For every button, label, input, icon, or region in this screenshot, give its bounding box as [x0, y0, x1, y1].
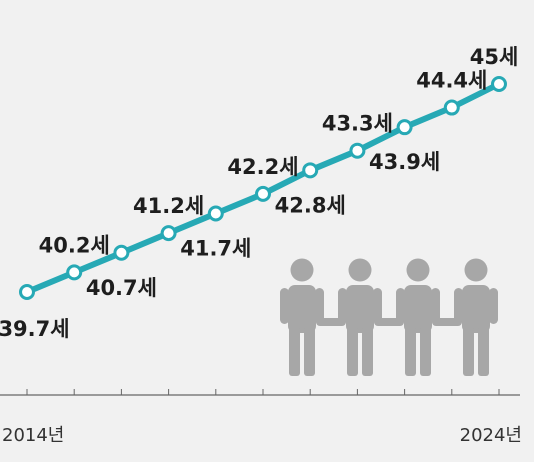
- data-point: [396, 119, 413, 136]
- people-silhouettes-icon: [280, 258, 498, 376]
- data-point: [255, 185, 271, 202]
- data-label: 40.2세: [39, 233, 110, 257]
- hands-joined: [316, 318, 346, 326]
- data-labels: 39.7세 40.2세 40.7세 41.2세 41.7세 42.2세 42.8세 43.3세…: [0, 45, 518, 341]
- data-point: [19, 284, 35, 300]
- data-point: [491, 76, 507, 92]
- person-icon: [396, 258, 440, 376]
- data-label: 42.8세: [275, 193, 346, 217]
- data-point: [66, 264, 83, 281]
- data-label: 43.3세: [322, 112, 393, 136]
- data-label: 41.2세: [133, 194, 204, 218]
- person-icon: [280, 258, 324, 376]
- data-point: [443, 99, 460, 116]
- person-icon: [338, 258, 382, 376]
- data-points: [19, 76, 507, 300]
- data-label: 39.7세: [0, 317, 70, 341]
- data-point: [113, 244, 130, 261]
- x-axis-ticks: [26, 389, 500, 395]
- data-label: 45세: [470, 45, 519, 69]
- data-point: [160, 225, 177, 242]
- data-point: [302, 162, 319, 179]
- data-label: 40.7세: [86, 276, 157, 300]
- x-tick-label-first: 2014년: [2, 425, 64, 446]
- hands-joined: [432, 318, 462, 326]
- person-icon: [454, 258, 498, 376]
- data-label: 41.7세: [180, 237, 251, 261]
- x-tick-label-last: 2024년: [460, 425, 522, 446]
- data-point: [207, 205, 224, 222]
- data-label: 44.4세: [416, 69, 487, 93]
- data-point: [349, 142, 366, 159]
- data-label: 42.2세: [227, 155, 298, 179]
- data-label: 43.9세: [369, 150, 440, 174]
- hands-joined: [374, 318, 404, 326]
